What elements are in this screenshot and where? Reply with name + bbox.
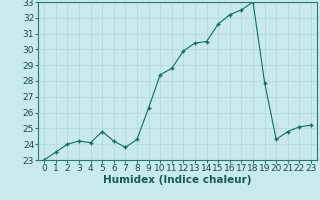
- X-axis label: Humidex (Indice chaleur): Humidex (Indice chaleur): [103, 175, 252, 185]
